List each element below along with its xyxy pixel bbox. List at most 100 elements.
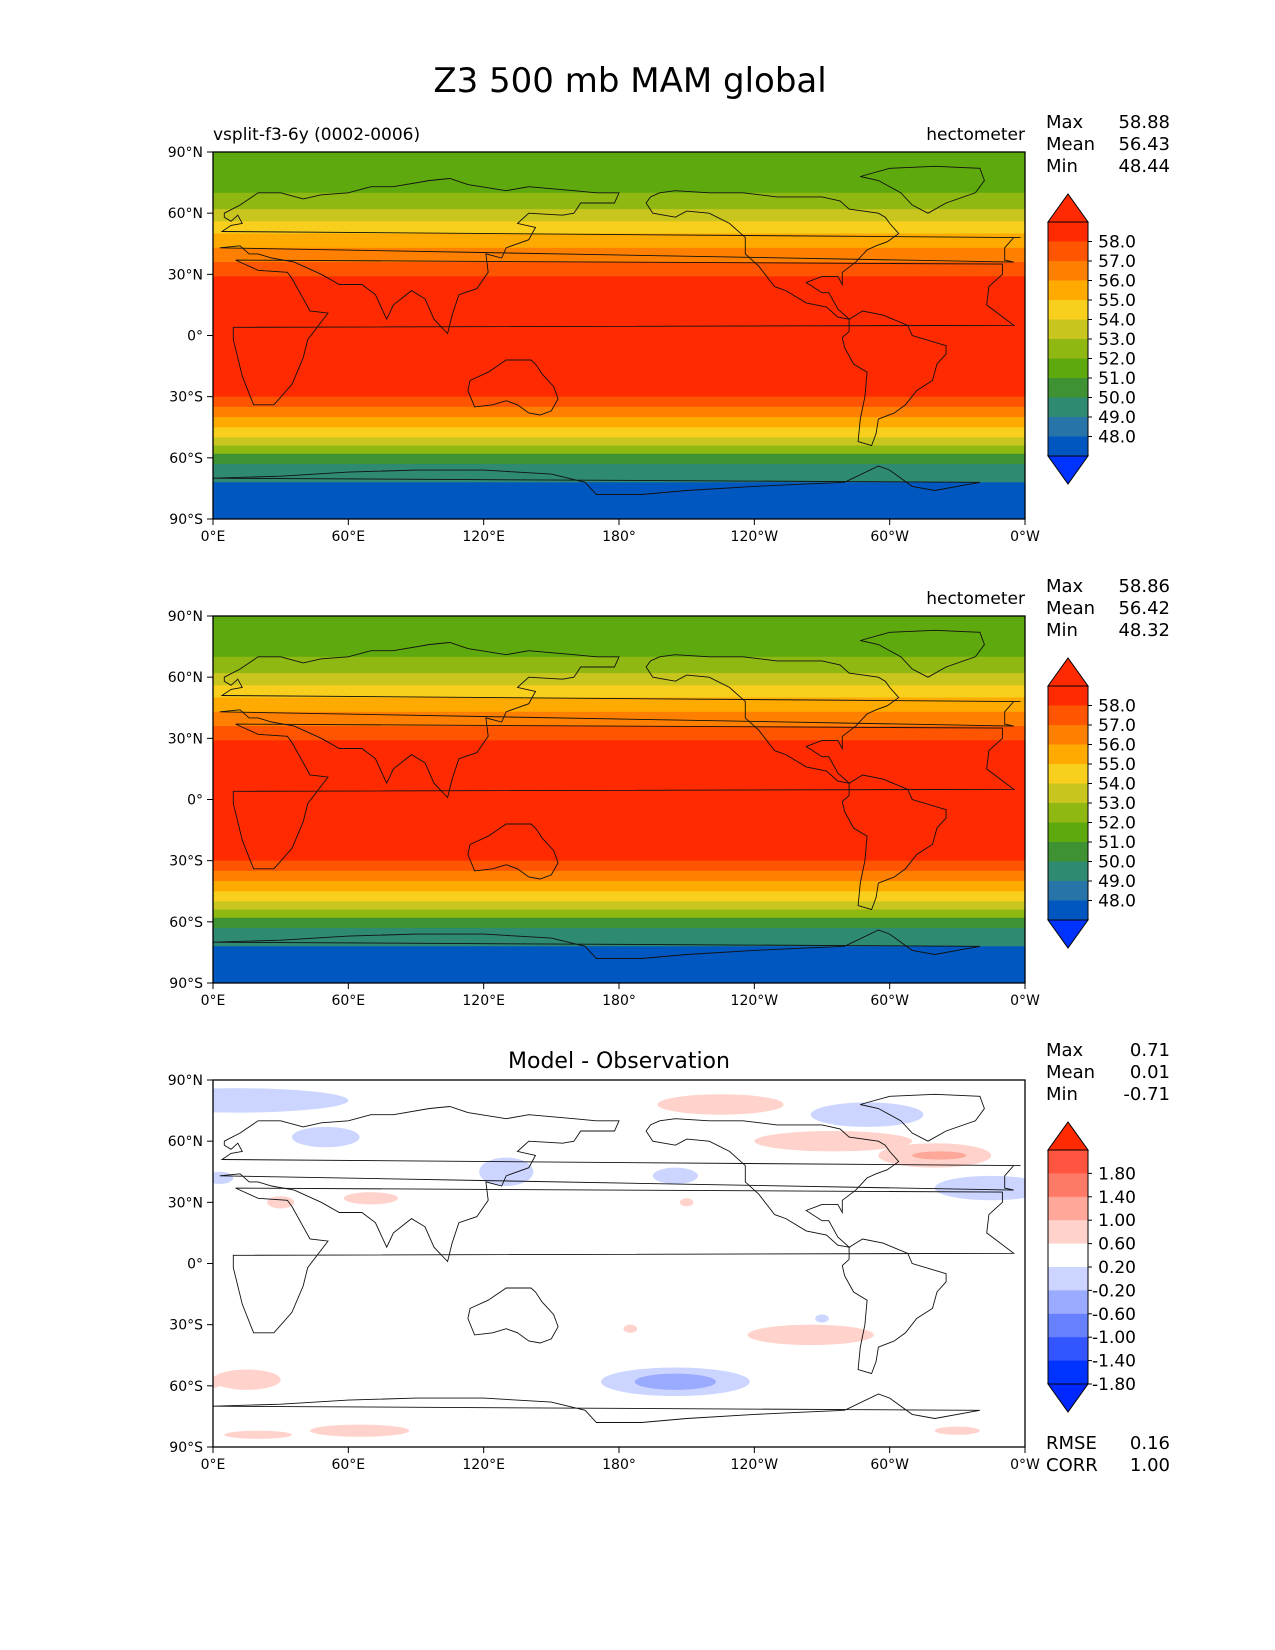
colorbar-label: -1.00 bbox=[1092, 1328, 1136, 1348]
colorbar-segment bbox=[1048, 725, 1088, 745]
contour-band bbox=[213, 221, 1025, 235]
anomaly-region bbox=[815, 1314, 829, 1323]
colorbar-label: 49.0 bbox=[1098, 872, 1136, 892]
x-tick-label: 60°W bbox=[870, 993, 909, 1009]
x-tick-label: 0°E bbox=[201, 529, 226, 545]
colorbar-label: -1.80 bbox=[1092, 1375, 1136, 1395]
anomaly-region bbox=[934, 1426, 980, 1435]
y-tick-label: 90°N bbox=[168, 145, 203, 161]
colorbar-segment bbox=[1048, 1360, 1088, 1385]
y-tick-label: 60°S bbox=[169, 915, 203, 931]
anomaly-region bbox=[213, 1171, 234, 1184]
panel-left-title: vsplit-f3-6y (0002-0006) bbox=[213, 125, 420, 145]
colorbar-label: 58.0 bbox=[1098, 697, 1136, 717]
colorbar-segment bbox=[1048, 764, 1088, 784]
x-tick-label: 120°W bbox=[731, 529, 779, 545]
y-tick-label: 90°N bbox=[168, 1073, 203, 1089]
contour-band bbox=[213, 427, 1025, 438]
coastline-samerica bbox=[841, 1238, 947, 1375]
contour-band bbox=[213, 396, 1025, 408]
anomaly-region bbox=[679, 1198, 694, 1207]
colorbar-label: 50.0 bbox=[1098, 389, 1136, 409]
colorbar-extend-top bbox=[1047, 193, 1089, 223]
contour-band bbox=[213, 927, 1025, 947]
coastline-greenland bbox=[860, 629, 985, 678]
colorbar-segment bbox=[1048, 744, 1088, 765]
x-tick-label: 60°W bbox=[870, 1457, 909, 1473]
colorbar-segment bbox=[1048, 1267, 1088, 1291]
colorbar-label: 0.20 bbox=[1098, 1258, 1136, 1278]
colorbar-segment bbox=[1048, 881, 1088, 901]
stat-label: Max bbox=[1046, 1040, 1084, 1061]
stat-value: 48.44 bbox=[1118, 156, 1170, 177]
coastline-samerica bbox=[841, 310, 947, 447]
x-tick-label: 0°W bbox=[1010, 1457, 1040, 1473]
coastlines bbox=[213, 165, 1021, 495]
anomaly-region bbox=[810, 1102, 924, 1127]
coastline-greenland bbox=[860, 165, 985, 214]
colorbar-segment bbox=[1048, 1243, 1088, 1268]
colorbar-segment bbox=[1048, 783, 1088, 804]
colorbar-extend-top bbox=[1047, 1121, 1089, 1151]
colorbar-label: 57.0 bbox=[1098, 252, 1136, 272]
contour-band bbox=[213, 881, 1025, 892]
stat-label: Min bbox=[1046, 1084, 1078, 1105]
contour-band bbox=[213, 437, 1025, 447]
colorbar-label: 48.0 bbox=[1098, 428, 1136, 448]
contour-band bbox=[213, 463, 1025, 483]
stat-label: Min bbox=[1046, 156, 1078, 177]
y-tick-label: 30°N bbox=[168, 731, 203, 747]
coastline-australia bbox=[467, 823, 559, 880]
contour-band bbox=[213, 445, 1025, 455]
y-tick-label: 30°S bbox=[169, 854, 203, 870]
colorbar-segment bbox=[1048, 280, 1088, 301]
y-tick-label: 90°S bbox=[169, 1440, 203, 1456]
colorbar-segment bbox=[1048, 900, 1088, 921]
colorbar-label: 57.0 bbox=[1098, 716, 1136, 736]
stat-value: 56.43 bbox=[1118, 134, 1170, 155]
colorbar-label: 50.0 bbox=[1098, 853, 1136, 873]
stat-value: 58.88 bbox=[1118, 112, 1170, 133]
colorbar-segment bbox=[1048, 397, 1088, 418]
anomaly-region bbox=[623, 1324, 638, 1333]
x-tick-label: 120°E bbox=[462, 993, 505, 1009]
coastline-australia bbox=[467, 359, 559, 416]
contour-field bbox=[213, 616, 1025, 983]
map-panel-3: 90°N 60°N 30°N 0° 30°S 60°S 90°S0°E 60°E 120°E 18… bbox=[168, 1040, 1170, 1476]
x-tick-label: 60°E bbox=[331, 1457, 365, 1473]
stat-label: Mean bbox=[1046, 1062, 1095, 1083]
contour-band bbox=[213, 917, 1025, 929]
contour-band bbox=[213, 276, 1025, 398]
colorbar-label: -0.20 bbox=[1092, 1281, 1136, 1301]
colorbar-segment bbox=[1048, 358, 1088, 379]
colorbar-extend-top bbox=[1047, 657, 1089, 687]
coastline-eurasia bbox=[219, 642, 1021, 799]
colorbar-label: 0.60 bbox=[1098, 1235, 1136, 1255]
footer-stat-label: RMSE bbox=[1046, 1433, 1097, 1454]
coastline-australia bbox=[467, 1287, 559, 1344]
colorbar-segment bbox=[1048, 686, 1088, 706]
colorbar-label: -0.60 bbox=[1092, 1305, 1136, 1325]
colorbar-extend-bottom bbox=[1047, 1383, 1089, 1413]
contour-band bbox=[213, 946, 1025, 983]
stat-label: Mean bbox=[1046, 598, 1095, 619]
coastline-samerica bbox=[841, 774, 947, 911]
colorbar-segment bbox=[1048, 822, 1088, 843]
colorbar-segment bbox=[1048, 1150, 1088, 1174]
anomaly-region bbox=[213, 1088, 349, 1113]
x-tick-label: 120°E bbox=[462, 529, 505, 545]
stat-value: 0.71 bbox=[1130, 1040, 1170, 1061]
y-tick-label: 0° bbox=[187, 329, 203, 345]
y-tick-label: 60°N bbox=[168, 206, 203, 222]
coastline-namerica bbox=[645, 1118, 900, 1248]
x-tick-label: 60°W bbox=[870, 529, 909, 545]
footer-stat-value: 0.16 bbox=[1130, 1433, 1170, 1454]
coastline-africa bbox=[232, 259, 1016, 406]
colorbar-label: 55.0 bbox=[1098, 755, 1136, 775]
contour-band bbox=[213, 453, 1025, 465]
contour-field bbox=[213, 1080, 1025, 1447]
stat-label: Min bbox=[1046, 620, 1078, 641]
colorbar-label: 55.0 bbox=[1098, 291, 1136, 311]
stat-value: 0.01 bbox=[1130, 1062, 1170, 1083]
coastline-namerica bbox=[645, 654, 900, 784]
